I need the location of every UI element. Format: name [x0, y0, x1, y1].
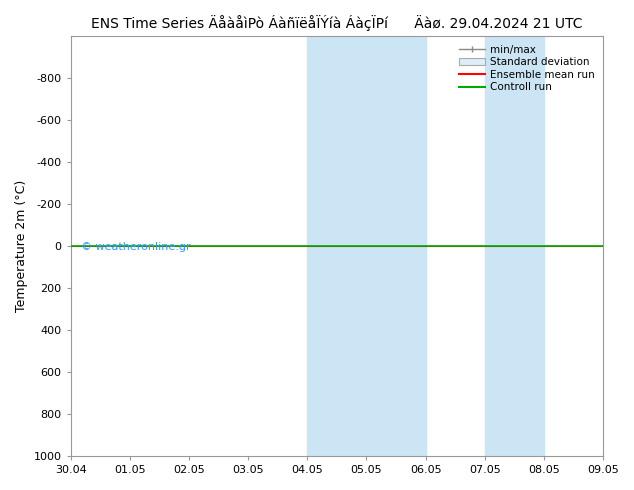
Bar	[307, 36, 425, 456]
Y-axis label: Temperature 2m (°C): Temperature 2m (°C)	[15, 180, 28, 312]
Text: © weatheronline.gr: © weatheronline.gr	[81, 243, 191, 252]
Legend: min/max, Standard deviation, Ensemble mean run, Controll run: min/max, Standard deviation, Ensemble me…	[456, 42, 598, 96]
Bar	[485, 36, 544, 456]
Title: ENS Time Series ÄåàåìPò ÁàñïëåÏÝíà ÁàçÏPí      Äàø. 29.04.2024 21 UTC: ENS Time Series ÄåàåìPò ÁàñïëåÏÝíà ÁàçÏP…	[91, 15, 583, 31]
